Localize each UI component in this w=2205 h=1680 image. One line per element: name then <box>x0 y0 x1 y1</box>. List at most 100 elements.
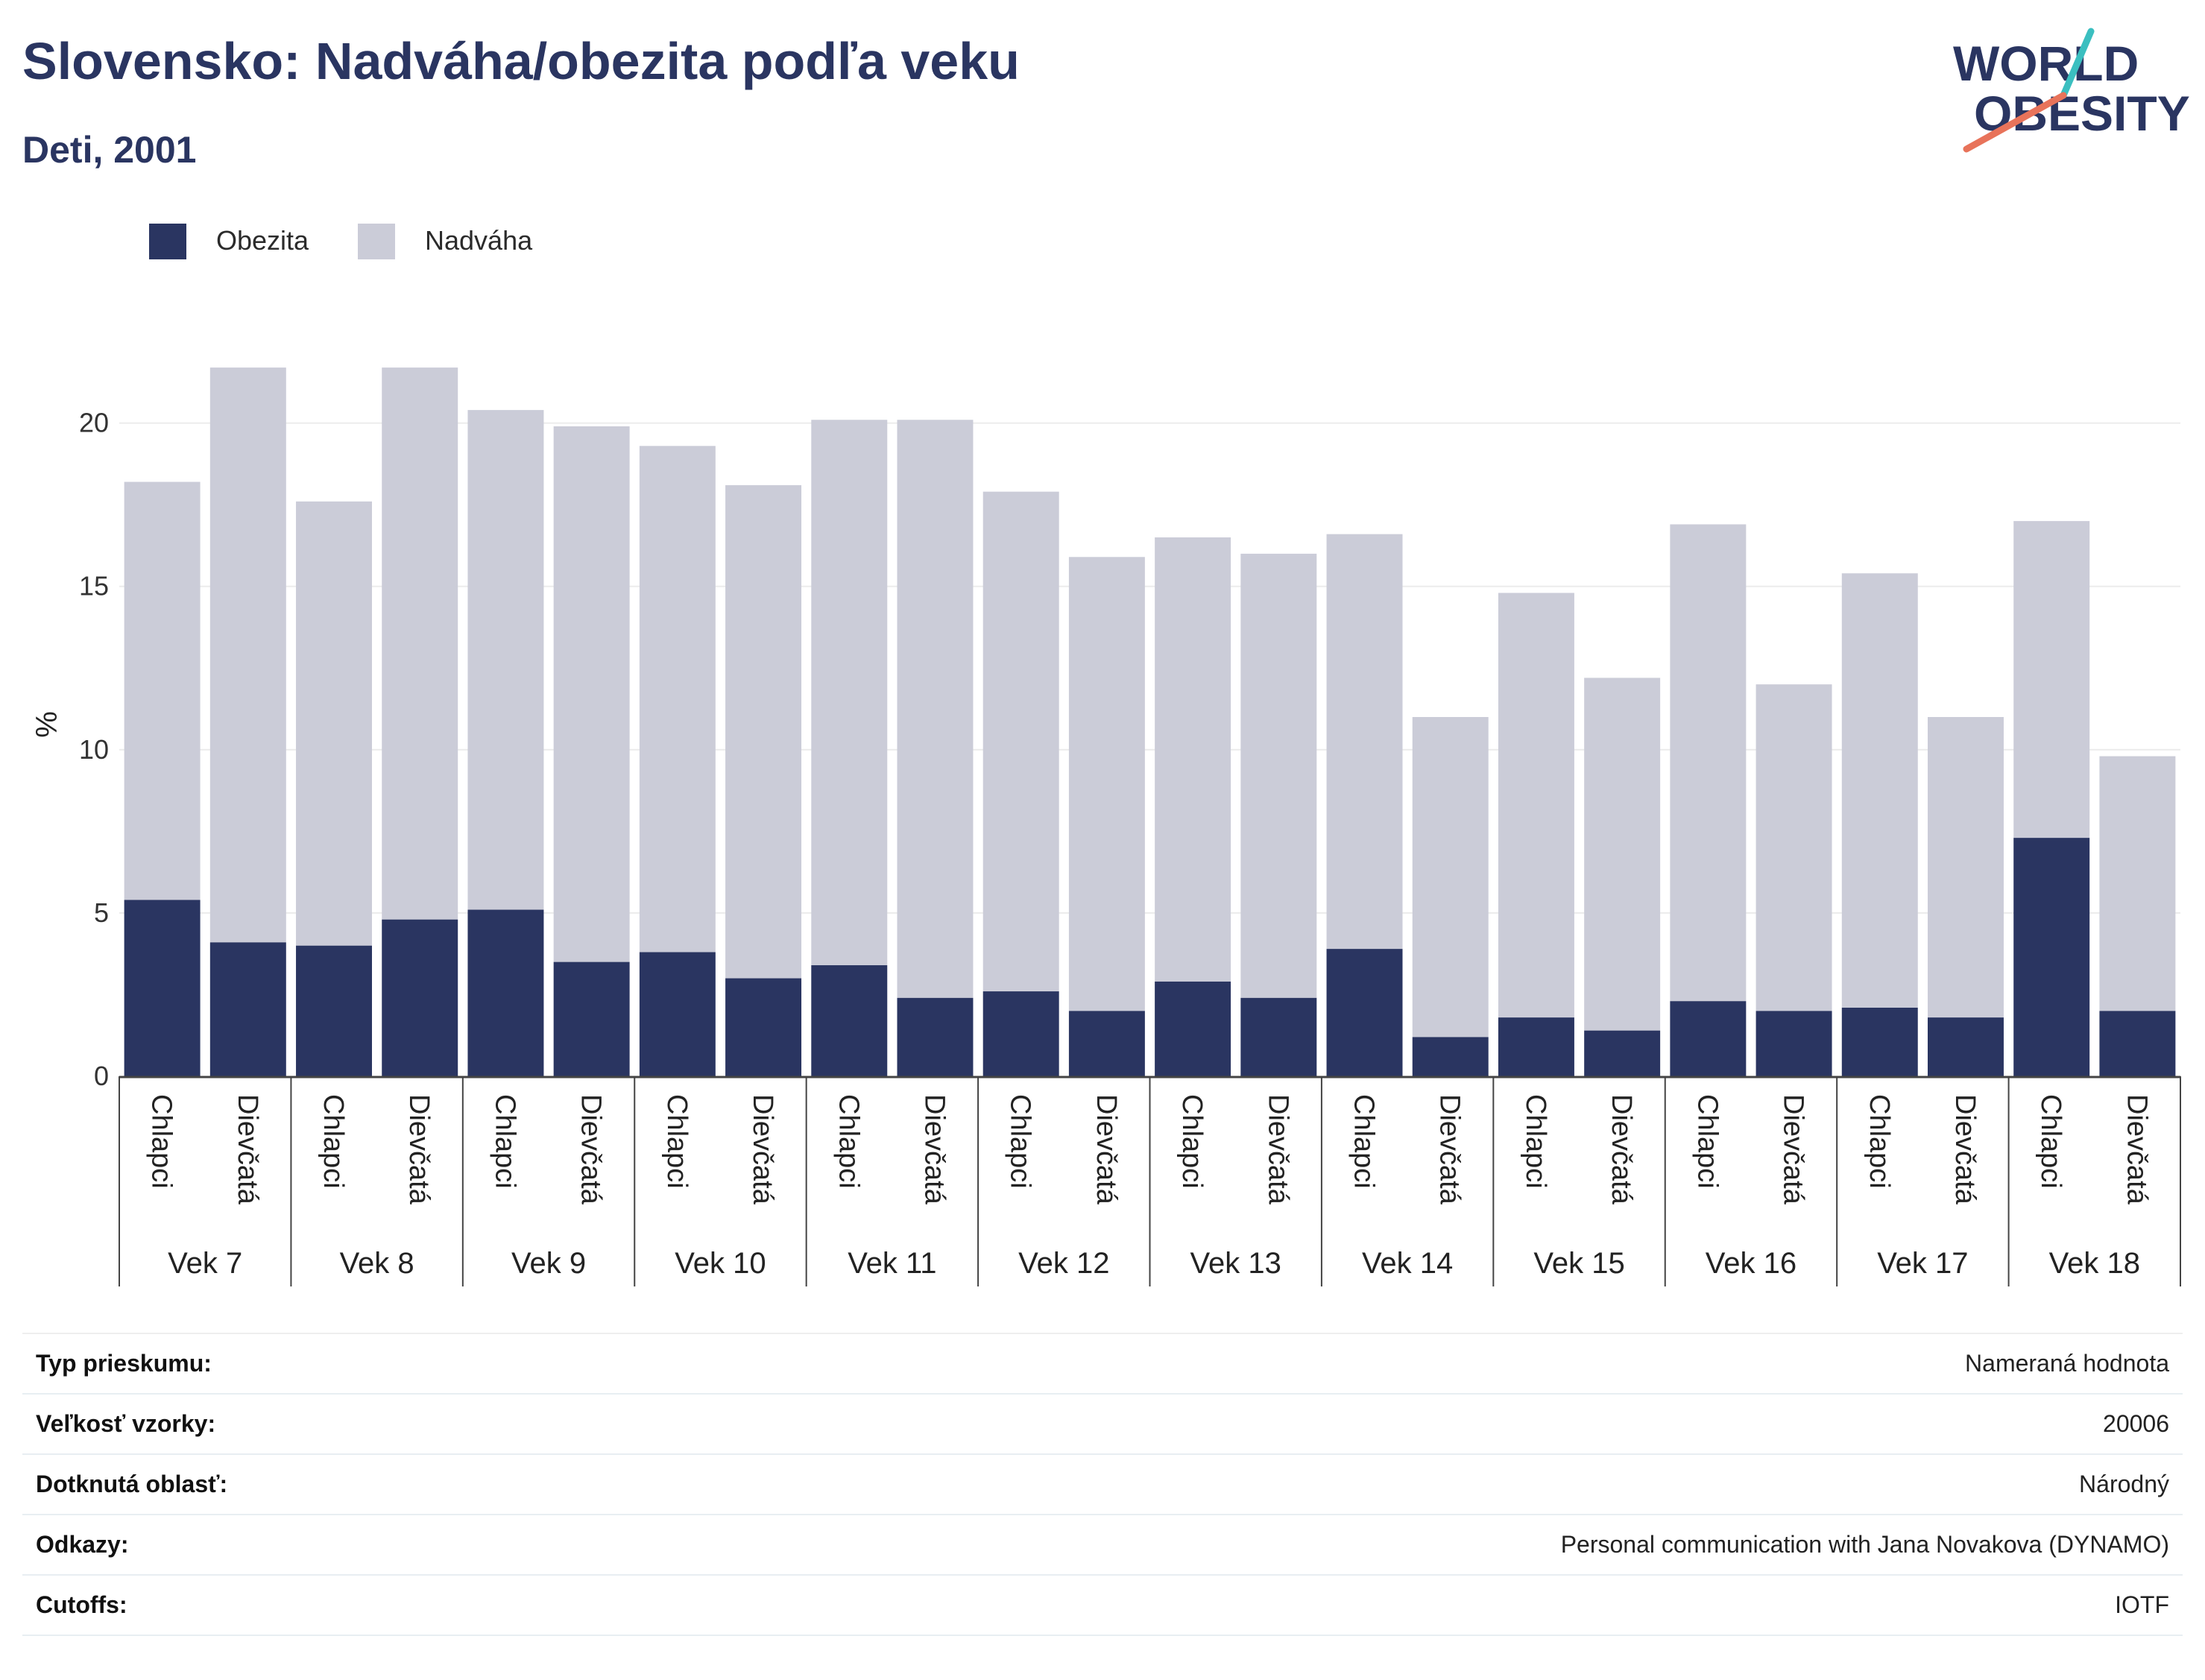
y-tick-label: 20 <box>79 408 109 438</box>
legend-swatch-nadvaha <box>358 224 395 259</box>
x-subcategory-label: Dievčatá <box>1606 1094 1637 1205</box>
logo-line-1: WORLD <box>1953 36 2139 91</box>
bar-obezita <box>553 961 630 1076</box>
bar-nadvaha <box>124 481 201 900</box>
x-subcategory-label: Dievčatá <box>575 1094 607 1205</box>
bar-nadvaha <box>811 420 888 966</box>
x-subcategory-label: Chlapci <box>1005 1094 1036 1189</box>
x-subcategory-label: Dievčatá <box>1262 1094 1293 1205</box>
x-group-label: Vek 7 <box>168 1247 242 1280</box>
bar-obezita <box>1068 1011 1145 1076</box>
info-value: 20006 <box>2103 1410 2169 1437</box>
bar-obezita <box>725 978 802 1076</box>
bar-obezita <box>209 942 286 1076</box>
info-key: Cutoffs: <box>36 1591 127 1618</box>
x-subcategory-label: Chlapci <box>1176 1094 1208 1189</box>
x-subcategory-label: Chlapci <box>146 1094 177 1189</box>
legend-label-obezita: Obezita <box>216 225 309 256</box>
x-subcategory-label: Chlapci <box>661 1094 693 1189</box>
logo-teal-stroke <box>2060 28 2095 99</box>
x-subcategory-label: Chlapci <box>1864 1094 1895 1189</box>
y-axis-label: % <box>31 711 63 738</box>
x-subcategory-label: Dievčatá <box>1091 1094 1122 1205</box>
bar-obezita <box>1412 1037 1489 1076</box>
info-value: Personal communication with Jana Novakov… <box>1560 1531 2169 1558</box>
bar-obezita <box>1670 1001 1747 1076</box>
y-tick-label: 15 <box>79 571 109 601</box>
bar-nadvaha <box>1756 684 1832 1011</box>
info-value: IOTF <box>2115 1591 2169 1618</box>
info-row-sample-size: Veľkosť vzorky: 20006 <box>22 1395 2183 1455</box>
bar-nadvaha <box>2013 521 2090 839</box>
bar-obezita <box>639 952 716 1076</box>
bar-nadvaha <box>1240 553 1317 998</box>
bar-obezita <box>897 997 974 1076</box>
bar-nadvaha <box>1670 524 1747 1002</box>
bar-obezita <box>2013 838 2090 1076</box>
page-subtitle: Deti, 2001 <box>22 129 197 171</box>
info-key: Odkazy: <box>36 1531 129 1558</box>
x-subcategory-label: Dievčatá <box>747 1094 778 1205</box>
x-subcategory-label: Dievčatá <box>2121 1094 2152 1205</box>
x-group-label: Vek 11 <box>848 1247 936 1280</box>
bar-nadvaha <box>1927 717 2004 1018</box>
page-title: Slovensko: Nadváha/obezita podľa veku <box>22 32 1020 90</box>
legend-swatch-obezita <box>149 224 186 259</box>
y-tick-label: 0 <box>94 1061 109 1091</box>
bar-nadvaha <box>1841 573 1918 1008</box>
bar-nadvaha <box>1326 534 1403 950</box>
bar-nadvaha <box>1155 537 1231 982</box>
legend-label-nadvaha: Nadváha <box>425 225 533 256</box>
y-tick-label: 5 <box>94 897 109 928</box>
bar-nadvaha <box>553 426 630 962</box>
info-key: Veľkosť vzorky: <box>36 1410 216 1437</box>
x-subcategory-label: Chlapci <box>318 1094 349 1189</box>
bar-nadvaha <box>897 420 974 998</box>
bar-obezita <box>467 909 544 1076</box>
x-group-label: Vek 16 <box>1706 1247 1797 1280</box>
stacked-bar-chart: 0 5 10 15 20% Chlapci Dievčatá Chlapci Dievčatá C… <box>31 367 2181 1286</box>
bar-obezita <box>1498 1017 1574 1076</box>
bar-nadvaha <box>639 446 716 953</box>
bar-obezita <box>382 919 458 1076</box>
bar-obezita <box>1155 981 1231 1076</box>
x-subcategory-label: Dievčatá <box>1434 1094 1466 1205</box>
bar-obezita <box>1584 1030 1661 1076</box>
bar-nadvaha <box>1412 717 1489 1038</box>
x-subcategory-label: Chlapci <box>2035 1094 2066 1189</box>
x-group-label: Vek 8 <box>340 1247 414 1280</box>
bar-nadvaha <box>1498 593 1574 1018</box>
x-group-label: Vek 17 <box>1877 1247 1968 1280</box>
bar-nadvaha <box>296 501 373 946</box>
bar-nadvaha <box>382 367 458 920</box>
info-value: Nameraná hodnota <box>1965 1350 2169 1377</box>
bar-nadvaha <box>2099 756 2176 1011</box>
bar-nadvaha <box>1068 557 1145 1011</box>
x-group-label: Vek 10 <box>675 1247 766 1280</box>
bar-obezita <box>1240 997 1317 1076</box>
x-subcategory-label: Chlapci <box>1348 1094 1380 1189</box>
bar-obezita <box>982 991 1059 1076</box>
bar-nadvaha <box>982 491 1059 992</box>
info-row-area: Dotknutá oblasť: Národný <box>22 1455 2183 1515</box>
y-tick-label: 10 <box>79 734 109 765</box>
info-key: Dotknutá oblasť: <box>36 1471 228 1497</box>
x-subcategory-label: Chlapci <box>489 1094 520 1189</box>
survey-info-table: Typ prieskumu: Nameraná hodnota Veľkosť … <box>22 1333 2183 1636</box>
info-row-references: Odkazy: Personal communication with Jana… <box>22 1515 2183 1576</box>
x-subcategory-label: Chlapci <box>1520 1094 1551 1189</box>
x-subcategory-label: Dievčatá <box>232 1094 263 1205</box>
bar-obezita <box>2099 1011 2176 1076</box>
x-subcategory-label: Dievčatá <box>918 1094 950 1205</box>
bar-obezita <box>811 965 888 1076</box>
logo-coral-stroke <box>1963 92 2067 153</box>
info-key: Typ prieskumu: <box>36 1350 212 1377</box>
bar-nadvaha <box>725 484 802 979</box>
logo-line-2: OBESITY <box>1974 86 2190 141</box>
x-subcategory-label: Chlapci <box>1691 1094 1723 1189</box>
x-subcategory-label: Dievčatá <box>1949 1094 1981 1205</box>
info-row-cutoffs: Cutoffs: IOTF <box>22 1576 2183 1636</box>
bar-obezita <box>1841 1007 1918 1076</box>
x-group-label: Vek 14 <box>1362 1247 1453 1280</box>
info-value: Národný <box>2079 1471 2169 1497</box>
